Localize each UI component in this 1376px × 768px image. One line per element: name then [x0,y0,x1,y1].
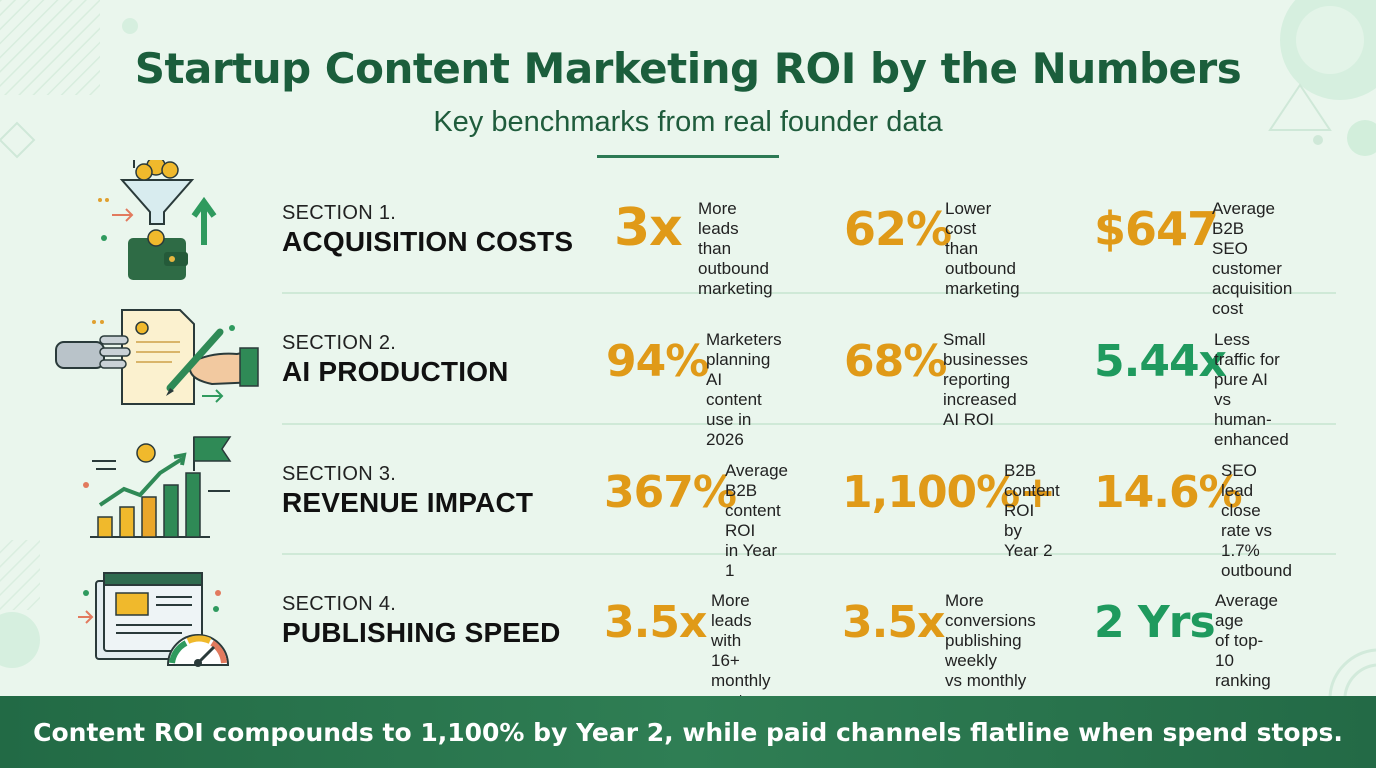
stat-value: 62% [844,202,952,256]
stat-value: 3.5x [842,597,945,648]
section-row-acquisition-costs: SECTION 1. ACQUISITION COSTS 3x More lea… [0,156,1376,318]
stat-description: Less traffic for pure AI vs human-enhanc… [1214,330,1289,449]
footer-text: Content ROI compounds to 1,100% by Year … [33,717,1343,747]
title-underline [597,155,779,158]
stat-description: Lower cost than outbound marketing [945,199,1020,298]
growth-chart-flag-icon [52,423,252,553]
stat-value: $647 [1094,202,1219,256]
stat-description: More leads than outbound marketing [698,199,773,298]
section-number: SECTION 1. [282,202,397,224]
stat-description: Marketers planning AI content use in 202… [706,330,782,449]
section-row-ai-production: SECTION 2. AI PRODUCTION 94% Marketers p… [0,292,1376,449]
row-divider [282,423,1336,425]
stat-description: Average B2B SEO customer acquisition cos… [1212,199,1293,318]
funnel-wallet-icon [52,156,252,290]
stat-value: 14.6% [1094,467,1243,518]
row-divider [282,292,1336,294]
section-number: SECTION 4. [282,593,397,615]
footer-banner: Content ROI compounds to 1,100% by Year … [0,696,1376,768]
section-row-publishing-speed: SECTION 4. PUBLISHING SPEED 3.5x More le… [0,553,1376,710]
stat-value: 5.44x [1094,336,1227,387]
stat-value: 367% [604,467,737,518]
section-row-revenue-impact: SECTION 3. REVENUE IMPACT 367% Average B… [0,423,1376,580]
page-subtitle: Key benchmarks from real founder data [433,106,943,138]
section-name: PUBLISHING SPEED [282,617,561,648]
stat-value: 1,100%+ [842,467,1056,518]
stat-value: 94% [606,336,709,387]
stat-value: 3x [614,198,683,258]
section-name: AI PRODUCTION [282,356,509,387]
page-title: Startup Content Marketing ROI by the Num… [134,44,1242,93]
stat-description: Average B2B content ROI in Year 1 [725,461,789,580]
stat-description: Small businesses reporting increased AI … [943,330,1029,429]
row-divider [282,553,1336,555]
section-name: ACQUISITION COSTS [282,226,574,257]
section-name: REVENUE IMPACT [282,487,534,518]
stat-description: B2B content ROI by Year 2 [1004,461,1060,560]
section-number: SECTION 3. [282,463,397,485]
stat-value: 2 Yrs [1094,597,1216,648]
stat-description: Average age of top-10 ranking pages [1215,591,1279,710]
stat-description: More conversions publishing weekly vs mo… [945,591,1036,690]
stat-description: More leads with 16+ monthly posts [711,591,771,710]
stat-value: 3.5x [604,597,707,648]
section-number: SECTION 2. [282,332,397,354]
robot-human-document-icon [52,292,259,422]
stat-value: 68% [844,336,947,387]
documents-speedometer-icon [52,553,252,683]
stat-description: SEO lead close rate vs 1.7% outbound [1221,461,1292,580]
